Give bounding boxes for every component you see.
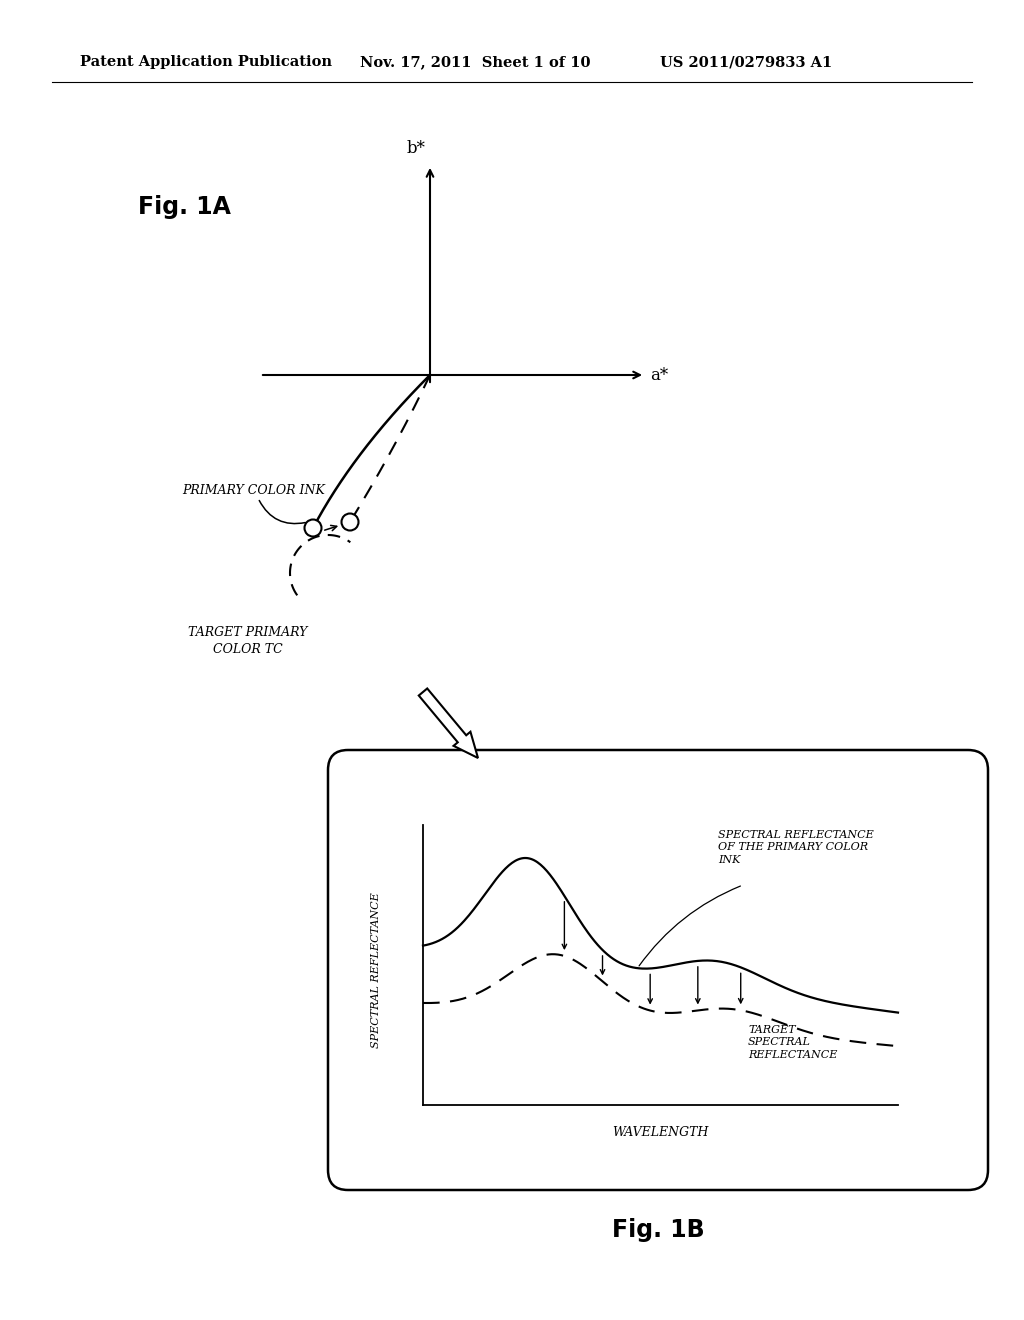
Text: Patent Application Publication: Patent Application Publication (80, 55, 332, 69)
Text: SPECTRAL REFLECTANCE: SPECTRAL REFLECTANCE (371, 892, 381, 1048)
Text: Fig. 1B: Fig. 1B (611, 1218, 705, 1242)
Circle shape (304, 520, 322, 536)
Text: a*: a* (650, 367, 668, 384)
Text: PRIMARY COLOR INK: PRIMARY COLOR INK (182, 483, 325, 496)
Text: TARGET
SPECTRAL
REFLECTANCE: TARGET SPECTRAL REFLECTANCE (748, 1026, 838, 1060)
Text: TARGET PRIMARY
COLOR TC: TARGET PRIMARY COLOR TC (188, 626, 307, 656)
Circle shape (341, 513, 358, 531)
Text: Nov. 17, 2011  Sheet 1 of 10: Nov. 17, 2011 Sheet 1 of 10 (360, 55, 591, 69)
Text: US 2011/0279833 A1: US 2011/0279833 A1 (660, 55, 833, 69)
FancyBboxPatch shape (328, 750, 988, 1191)
Text: Fig. 1A: Fig. 1A (138, 195, 230, 219)
Text: SPECTRAL REFLECTANCE
OF THE PRIMARY COLOR
INK: SPECTRAL REFLECTANCE OF THE PRIMARY COLO… (718, 830, 873, 865)
Text: b*: b* (407, 140, 425, 157)
Polygon shape (419, 689, 478, 758)
Text: WAVELENGTH: WAVELENGTH (612, 1126, 709, 1139)
